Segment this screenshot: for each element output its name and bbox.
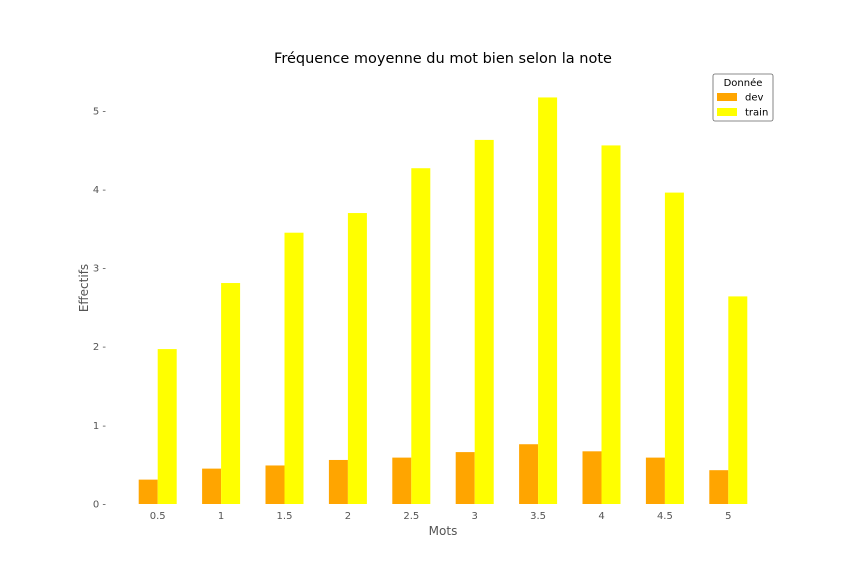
y-tick-label: 1 - <box>93 421 107 432</box>
legend-label-train: train <box>745 108 768 119</box>
y-tick-label: 0 - <box>93 500 107 511</box>
bar-train-3 <box>474 139 494 504</box>
bar-train-1.5 <box>284 232 304 504</box>
bar-dev-4.5 <box>645 457 665 504</box>
legend-swatch-train <box>717 108 737 116</box>
y-axis-ticks: 0 - 1 - 2 - 3 - 4 - 5 - <box>93 106 107 510</box>
bar-dev-1.5 <box>265 465 285 504</box>
x-tick-label: 2 <box>345 511 351 522</box>
bar-dev-5 <box>709 470 729 504</box>
x-tick-label: 1.5 <box>277 511 293 522</box>
legend-entries: dev train <box>717 93 768 119</box>
x-tick-label: 3 <box>472 511 478 522</box>
bar-train-5 <box>728 296 748 504</box>
legend-swatch-dev <box>717 93 737 101</box>
bar-dev-2.5 <box>392 457 412 504</box>
bar-dev-1 <box>202 468 222 504</box>
bar-dev-3 <box>455 452 475 504</box>
x-tick-label: 0.5 <box>150 511 166 522</box>
bar-dev-2 <box>328 459 348 504</box>
x-tick-label: 4.5 <box>657 511 673 522</box>
x-tick-label: 2.5 <box>403 511 419 522</box>
legend: Donnée dev train <box>712 73 774 122</box>
x-tick-label: 5 <box>725 511 731 522</box>
bar-train-2.5 <box>411 168 431 504</box>
y-tick-label: 4 - <box>93 185 107 196</box>
chart-title: Fréquence moyenne du mot bien selon la n… <box>274 51 612 67</box>
y-tick-label: 5 - <box>93 106 107 117</box>
x-tick-label: 4 <box>598 511 604 522</box>
x-tick-label: 3.5 <box>530 511 546 522</box>
bar-train-0.5 <box>157 349 177 504</box>
bar-dev-3.5 <box>519 444 539 504</box>
bar-train-3.5 <box>538 97 558 504</box>
bar-dev-0.5 <box>138 479 158 504</box>
legend-label-dev: dev <box>745 93 764 104</box>
x-axis-ticks: 0.5 1 1.5 2 2.5 3 3.5 4 4.5 5 <box>150 511 732 522</box>
bar-train-2 <box>347 213 367 504</box>
legend-title: Donnée <box>724 77 763 89</box>
y-tick-label: 3 - <box>93 264 107 275</box>
bar-train-1 <box>221 283 241 504</box>
bar-train-4 <box>601 145 621 504</box>
bar-dev-4 <box>582 451 602 504</box>
y-axis-label: Effectifs <box>77 264 91 312</box>
bar-train-4.5 <box>664 192 684 504</box>
bars-layer <box>138 97 748 504</box>
y-tick-label: 2 - <box>93 342 107 353</box>
x-tick-label: 1 <box>218 511 224 522</box>
x-axis-label: Mots <box>429 524 458 538</box>
